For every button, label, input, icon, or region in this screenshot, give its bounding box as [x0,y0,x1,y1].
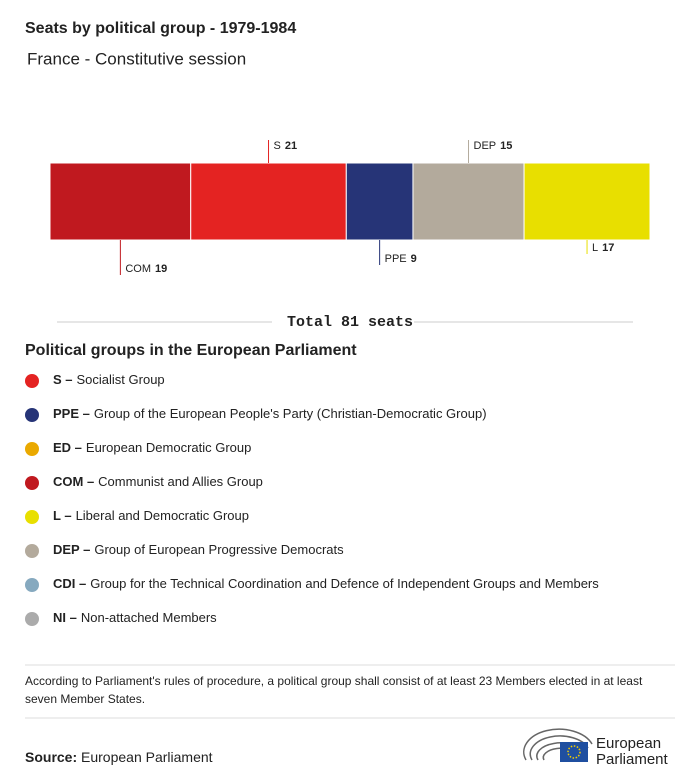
legend-item: NI – Non-attached Members [53,610,217,625]
segment-name: DEP [474,140,497,152]
segment-name: COM [125,263,151,275]
segment-name: PPE [385,253,407,265]
logo-arcs [523,728,593,761]
legend-item: S – Socialist Group [53,372,165,387]
legend-code: DEP – [53,542,90,557]
legend-item: L – Liberal and Democratic Group [53,508,249,523]
legend-swatch [25,510,39,524]
legend-item: COM – Communist and Allies Group [53,474,263,489]
bar-segment [345,162,414,241]
segment-value: 21 [285,140,297,152]
legend-code: NI – [53,610,77,625]
segment-name: L [592,242,598,254]
segment-label: PPE 9 [385,253,417,265]
logo: European Parliament [523,728,669,768]
legend-code: S – [53,372,73,387]
source: Source: European Parliament [25,749,213,765]
legend-text: Communist and Allies Group [98,474,263,489]
segment-label: COM 19 [125,263,167,275]
bar-segment [49,162,192,241]
segment-value: 9 [411,253,417,265]
legend-item: DEP – Group of European Progressive Democ… [53,542,344,557]
logo-text: European [596,735,661,752]
legend-text: Group of the European People's Party (Ch… [94,406,487,421]
legend-swatch [25,408,39,422]
legend-item: PPE – Group of the European People's Part… [53,406,487,421]
bar-segment [190,162,347,241]
total-label: Total 81 seats [287,314,413,331]
logo-flag [560,742,588,762]
footnote: According to Parliament's rules of proce… [25,674,643,706]
legend-item: CDI – Group for the Technical Coordinatio… [53,576,599,591]
legend-swatch [25,612,39,626]
footnote-box: According to Parliament's rules of proce… [25,674,643,706]
legend-text: Non-attached Members [81,610,217,625]
bar-segment [523,162,651,241]
segment-value: 15 [500,140,512,152]
legend-code: CDI – [53,576,86,591]
bar-segment [412,162,525,241]
legend-title: Political groups in the European Parliam… [25,342,357,359]
source-text: European Parliament [81,749,213,765]
legend-swatch [25,544,39,558]
legend-text: European Democratic Group [86,440,251,455]
legend-code: COM – [53,474,94,489]
legend-swatch [25,374,39,388]
segment-label: L 17 [592,242,614,254]
source-label: Source: [25,749,77,765]
legend-text: Group for the Technical Coordination and… [90,576,599,591]
segment-value: 17 [602,242,614,254]
legend-code: PPE – [53,406,90,421]
logo-stars [567,745,581,759]
legend-swatch [25,476,39,490]
legend-text: Group of European Progressive Democrats [94,542,344,557]
logo-text: Parliament [596,751,669,768]
legend-text: Socialist Group [77,372,165,387]
segment-label: S 21 [274,140,298,152]
segment-label: DEP 15 [474,140,513,152]
chart-subtitle: France - Constitutive session [27,49,246,68]
legend-item: ED – European Democratic Group [53,440,251,455]
legend-swatch [25,442,39,456]
segment-value: 19 [155,263,167,275]
chart-title: Seats by political group - 1979-1984 [25,20,296,37]
legend-swatch [25,578,39,592]
legend-code: ED – [53,440,82,455]
legend-text: Liberal and Democratic Group [76,508,249,523]
segment-name: S [274,140,281,152]
legend-code: L – [53,508,72,523]
